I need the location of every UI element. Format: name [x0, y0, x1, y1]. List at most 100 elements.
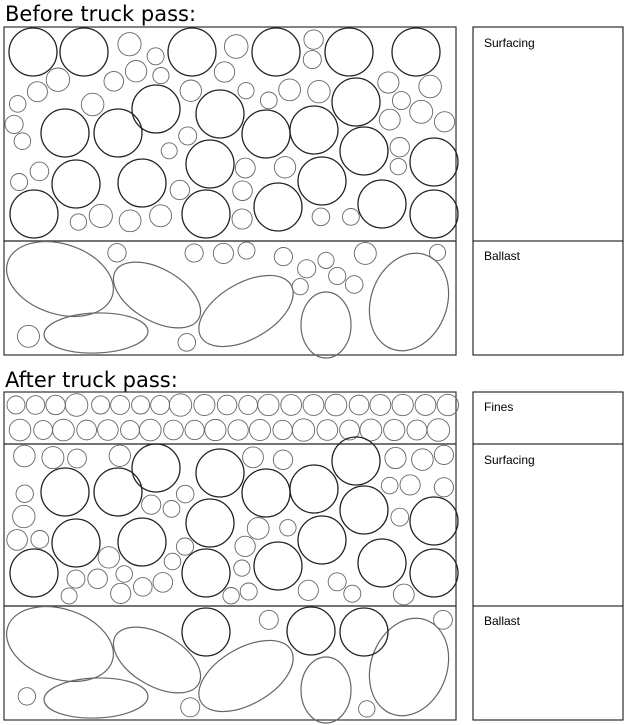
- small-stone: [8, 95, 27, 113]
- large-stone: [93, 108, 143, 158]
- before-surfacing-label: Surfacing: [484, 36, 535, 50]
- small-stone: [107, 243, 127, 263]
- small-stone: [169, 179, 190, 201]
- small-stone: [380, 476, 399, 495]
- before-ballast-label: Ballast: [484, 249, 521, 263]
- small-stone: [133, 577, 153, 597]
- small-stone: [232, 180, 253, 201]
- fine-particle: [316, 419, 339, 441]
- large-stone: [185, 139, 235, 189]
- fine-particle: [248, 418, 271, 442]
- small-stone: [13, 132, 32, 150]
- ballast-rock: [112, 626, 202, 694]
- fine-particle: [227, 419, 249, 441]
- ballast-rock: [368, 617, 450, 717]
- after-surfacing-legend-box: [472, 443, 624, 607]
- small-stone: [328, 266, 347, 286]
- small-stone: [390, 507, 410, 527]
- large-stone: [131, 84, 181, 134]
- ballast-rock: [112, 261, 202, 329]
- small-stone: [87, 568, 108, 590]
- large-stone: [195, 448, 245, 498]
- ballast-rock: [198, 274, 294, 348]
- after-ballast-legend-box: [472, 605, 624, 721]
- large-stone: [409, 496, 459, 546]
- fine-particle: [391, 393, 414, 417]
- fine-particle: [97, 419, 119, 441]
- small-stone: [259, 91, 278, 110]
- fine-particle: [45, 394, 66, 416]
- small-stone: [358, 700, 376, 718]
- small-stone: [152, 572, 174, 593]
- after-ballast-layer: [3, 605, 457, 721]
- small-stone: [303, 29, 324, 50]
- small-stone: [297, 259, 317, 279]
- large-stone: [8, 27, 58, 77]
- small-stone: [179, 79, 202, 102]
- large-stone: [331, 77, 381, 127]
- fine-particle: [436, 393, 460, 417]
- small-stone: [110, 582, 132, 604]
- small-stone: [212, 242, 234, 264]
- small-stone: [234, 535, 256, 558]
- small-stone: [342, 208, 360, 226]
- fine-particle: [369, 394, 392, 416]
- small-stone: [30, 530, 50, 549]
- small-stone: [233, 559, 251, 577]
- small-stone: [223, 34, 249, 59]
- small-stone: [411, 448, 434, 471]
- large-stone: [40, 108, 90, 158]
- large-stone: [391, 27, 441, 77]
- large-stone: [51, 159, 101, 209]
- fine-particle: [324, 393, 348, 417]
- small-stone: [149, 204, 173, 228]
- small-stone: [163, 552, 182, 571]
- fine-particle: [257, 393, 280, 417]
- after-surfacing-label: Surfacing: [484, 453, 535, 467]
- small-stone: [66, 569, 86, 589]
- small-stone: [17, 687, 37, 706]
- large-stone: [40, 467, 90, 517]
- fine-particle: [150, 395, 171, 415]
- small-stone: [433, 609, 453, 630]
- small-stone: [60, 587, 78, 605]
- fine-particle: [6, 395, 26, 415]
- small-stone: [279, 519, 297, 537]
- small-stone: [278, 78, 301, 102]
- fine-particle: [64, 393, 89, 417]
- small-stone: [246, 517, 270, 540]
- fine-particle: [120, 420, 140, 440]
- large-stone: [117, 517, 167, 567]
- fine-particle: [193, 393, 216, 417]
- small-stone: [377, 71, 400, 94]
- fine-particle: [33, 420, 53, 440]
- small-stone: [146, 47, 165, 66]
- before-ballast-layer: [3, 240, 457, 356]
- large-stone: [253, 182, 303, 232]
- fine-particle: [339, 419, 360, 441]
- small-stone: [433, 444, 454, 465]
- ballast-rock: [300, 656, 352, 724]
- small-stone: [10, 173, 29, 191]
- fine-particle: [348, 394, 370, 416]
- small-stone: [12, 504, 36, 529]
- fine-particle: [204, 418, 227, 442]
- large-stone: [9, 548, 59, 598]
- fine-particle: [406, 419, 428, 441]
- small-stone: [433, 477, 454, 498]
- ballast-rock: [368, 252, 450, 352]
- small-stone: [115, 565, 133, 583]
- small-stone: [162, 500, 181, 518]
- small-stone: [428, 243, 447, 262]
- after-ballast-label: Ballast: [484, 614, 521, 628]
- large-stone: [324, 27, 374, 77]
- ballast-rock: [5, 241, 115, 317]
- fine-particle: [25, 395, 46, 415]
- after-panel: [3, 391, 460, 724]
- small-stone: [302, 50, 322, 70]
- small-stone: [307, 79, 331, 104]
- large-stone: [339, 607, 389, 657]
- small-stone: [391, 91, 411, 111]
- large-stone: [131, 443, 181, 493]
- small-stone: [234, 157, 256, 179]
